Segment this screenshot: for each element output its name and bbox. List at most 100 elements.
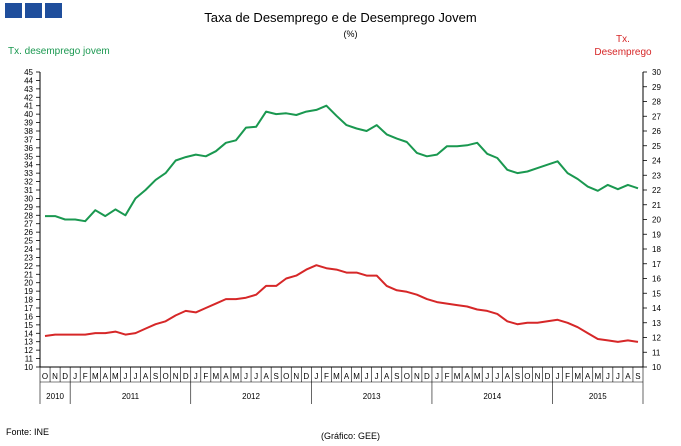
left-tick-label: 36 <box>24 144 33 153</box>
month-tick-label: A <box>143 372 149 381</box>
month-tick-label: A <box>585 372 591 381</box>
month-tick-label: S <box>274 372 279 381</box>
month-tick-label: D <box>183 372 189 381</box>
credit-note: (Gráfico: GEE) <box>320 431 380 441</box>
left-tick-label: 30 <box>24 194 33 203</box>
left-tick-label: 34 <box>24 161 33 170</box>
month-tick-label: A <box>384 372 390 381</box>
left-tick-label: 45 <box>24 68 33 77</box>
unemployment-line <box>44 264 639 343</box>
month-tick-label: N <box>173 372 179 381</box>
month-tick-label: M <box>594 372 601 381</box>
right-tick-label: 14 <box>652 304 661 313</box>
right-tick-label: 25 <box>652 142 661 151</box>
left-tick-label: 40 <box>24 110 33 119</box>
month-tick-label: J <box>73 372 77 381</box>
left-tick-label: 38 <box>24 127 33 136</box>
left-tick-label: 39 <box>24 119 33 128</box>
left-tick-label: 14 <box>24 329 33 338</box>
left-tick-label: 26 <box>24 228 33 237</box>
month-tick-label: M <box>353 372 360 381</box>
right-tick-label: 19 <box>652 230 661 239</box>
month-tick-label: M <box>474 372 481 381</box>
left-tick-label: 18 <box>24 296 33 305</box>
month-tick-label: N <box>535 372 541 381</box>
month-tick-label: M <box>333 372 340 381</box>
right-tick-label: 16 <box>652 275 661 284</box>
month-tick-label: J <box>375 372 379 381</box>
year-label: 2014 <box>483 392 501 401</box>
right-axis-label: Tx. Desemprego <box>593 33 653 59</box>
month-tick-label: O <box>404 372 410 381</box>
left-tick-label: 41 <box>24 102 33 111</box>
month-tick-label: M <box>454 372 461 381</box>
left-tick-label: 17 <box>24 304 33 313</box>
right-tick-label: 22 <box>652 186 661 195</box>
right-axis-label-line1: Tx. <box>616 34 630 45</box>
left-tick-label: 29 <box>24 203 33 212</box>
month-tick-label: S <box>515 372 520 381</box>
month-tick-label: J <box>485 372 489 381</box>
ine-logo-icon <box>5 3 62 18</box>
month-tick-label: O <box>283 372 289 381</box>
right-tick-label: 28 <box>652 98 661 107</box>
month-tick-label: A <box>464 372 470 381</box>
month-tick-label: M <box>213 372 220 381</box>
left-tick-label: 13 <box>24 338 33 347</box>
left-tick-label: 19 <box>24 287 33 296</box>
right-tick-label: 24 <box>652 157 661 166</box>
left-tick-label: 24 <box>24 245 33 254</box>
month-tick-label: S <box>153 372 158 381</box>
left-tick-label: 25 <box>24 237 33 246</box>
month-tick-label: O <box>42 372 48 381</box>
left-tick-label: 10 <box>24 363 33 372</box>
month-tick-label: N <box>52 372 58 381</box>
month-tick-label: J <box>254 372 258 381</box>
left-tick-label: 33 <box>24 169 33 178</box>
left-tick-label: 20 <box>24 279 33 288</box>
year-label: 2015 <box>589 392 607 401</box>
left-tick-label: 42 <box>24 93 33 102</box>
left-tick-label: 31 <box>24 186 33 195</box>
chart-subtitle: (%) <box>343 29 358 39</box>
right-axis-label-line2: Desemprego <box>594 47 652 58</box>
right-tick-label: 11 <box>652 348 661 357</box>
left-tick-label: 16 <box>24 312 33 321</box>
month-tick-label: S <box>394 372 399 381</box>
month-tick-label: J <box>495 372 499 381</box>
right-tick-label: 21 <box>652 201 661 210</box>
right-tick-label: 15 <box>652 289 661 298</box>
month-tick-label: A <box>625 372 631 381</box>
month-tick-label: J <box>123 372 127 381</box>
month-tick-label: O <box>524 372 530 381</box>
month-tick-label: F <box>324 372 329 381</box>
right-tick-label: 20 <box>652 216 661 225</box>
left-tick-label: 12 <box>24 346 33 355</box>
youth-unemployment-line <box>45 104 639 223</box>
right-tick-label: 18 <box>652 245 661 254</box>
month-tick-label: A <box>263 372 269 381</box>
month-tick-label: J <box>435 372 439 381</box>
month-tick-label: N <box>293 372 299 381</box>
month-tick-label: A <box>505 372 511 381</box>
month-tick-label: A <box>103 372 109 381</box>
month-tick-label: J <box>616 372 620 381</box>
month-tick-label: F <box>565 372 570 381</box>
left-tick-label: 22 <box>24 262 33 271</box>
month-tick-label: D <box>424 372 430 381</box>
left-tick-label: 15 <box>24 321 33 330</box>
month-tick-label: M <box>112 372 119 381</box>
month-tick-label: D <box>62 372 68 381</box>
month-tick-label: M <box>233 372 240 381</box>
month-tick-label: J <box>314 372 318 381</box>
right-tick-label: 23 <box>652 171 661 180</box>
left-tick-label: 27 <box>24 220 33 229</box>
right-tick-label: 17 <box>652 260 661 269</box>
right-tick-label: 13 <box>652 319 661 328</box>
left-axis-label: Tx. desemprego jovem <box>8 46 110 57</box>
right-tick-label: 27 <box>652 112 661 121</box>
year-label: 2012 <box>242 392 260 401</box>
month-tick-label: O <box>163 372 169 381</box>
month-tick-label: J <box>244 372 248 381</box>
